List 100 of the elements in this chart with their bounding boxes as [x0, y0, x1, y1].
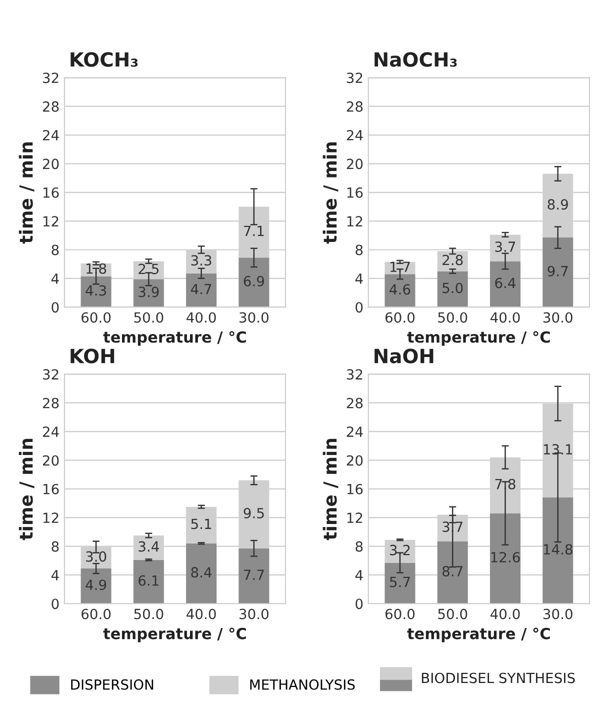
legend-label: DISPERSION — [71, 679, 154, 690]
bar — [80, 568, 112, 604]
data-label: 3.2 — [390, 544, 410, 556]
y-tick-label: 28 — [42, 398, 59, 408]
y-axis-title: time / min — [322, 142, 338, 244]
data-label: 1.8 — [86, 263, 106, 274]
data-label: 14.8 — [544, 544, 572, 555]
bar — [238, 258, 270, 308]
x-tick-label: 60.0 — [82, 312, 111, 323]
data-label: 9.5 — [244, 508, 264, 518]
data-label: 8.7 — [442, 566, 462, 576]
bar — [490, 513, 520, 604]
y-tick-label: 28 — [346, 101, 363, 112]
x-tick-label: 50.0 — [134, 312, 164, 323]
data-label: 8.9 — [548, 199, 568, 210]
x-tick-label: 40.0 — [186, 608, 216, 620]
y-axis-title: time / min — [18, 438, 34, 540]
data-label: 2.8 — [442, 254, 463, 266]
data-label: 6.1 — [138, 575, 158, 586]
data-label: 3.3 — [191, 255, 212, 266]
y-tick-label: 28 — [346, 398, 363, 408]
x-axis-title: temperature / °C — [103, 628, 246, 642]
data-label: 2.5 — [138, 264, 159, 274]
y-tick-label: 32 — [346, 369, 362, 380]
x-axis-title: temperature / °C — [407, 628, 550, 642]
y-tick-label: 24 — [346, 426, 363, 437]
bar — [186, 273, 217, 308]
y-tick-label: 4 — [355, 570, 363, 580]
x-tick-label: 50.0 — [438, 312, 468, 323]
bar — [542, 498, 574, 604]
y-tick-label: 28 — [42, 101, 59, 112]
bar — [238, 548, 270, 604]
chart-title: NaOH — [374, 348, 434, 364]
data-label: 3.4 — [138, 541, 159, 552]
data-label: 4.6 — [390, 284, 410, 295]
bar — [80, 276, 112, 308]
y-tick-label: 32 — [42, 72, 58, 84]
y-tick-label: 8 — [356, 541, 363, 552]
y-tick-label: 32 — [42, 369, 58, 380]
y-tick-label: 20 — [42, 158, 59, 170]
bar — [437, 271, 468, 308]
y-tick-label: 12 — [347, 512, 362, 523]
data-label: 7.7 — [244, 570, 264, 580]
chart-title: NaOCH₃ — [374, 52, 457, 67]
data-label: 3.7 — [495, 241, 516, 252]
x-tick-label: 40.0 — [490, 312, 520, 323]
y-tick-label: 4 — [51, 274, 59, 284]
y-tick-label: 12 — [43, 216, 58, 226]
y-axis-title: time / min — [322, 438, 338, 540]
x-tick-label: 60.0 — [385, 312, 415, 323]
x-axis-title: temperature / °C — [103, 331, 246, 346]
y-tick-label: 20 — [346, 158, 363, 170]
y-tick-label: 12 — [347, 216, 362, 226]
data-label: 5.1 — [191, 518, 212, 530]
data-label: 8.4 — [191, 567, 212, 578]
y-tick-label: 12 — [43, 512, 58, 523]
y-tick-label: 16 — [43, 187, 59, 198]
y-tick-label: 8 — [356, 244, 363, 256]
bar — [133, 560, 164, 604]
data-label: 1.7 — [390, 262, 410, 272]
bar — [186, 543, 217, 604]
data-label: 5.0 — [442, 282, 463, 294]
x-tick-label: 30.0 — [240, 608, 268, 620]
data-label: 5.7 — [390, 576, 410, 588]
y-tick-label: 4 — [51, 570, 59, 580]
y-tick-label: 0 — [52, 598, 59, 610]
x-axis-title: temperature / °C — [407, 331, 550, 346]
bar — [384, 274, 416, 308]
data-label: 3.0 — [86, 551, 106, 562]
x-tick-label: 30.0 — [543, 312, 572, 323]
x-tick-label: 60.0 — [82, 608, 111, 620]
data-label: 4.7 — [190, 284, 212, 294]
x-tick-label: 40.0 — [490, 608, 520, 620]
y-axis-title: time / min — [18, 142, 34, 244]
y-tick-label: 16 — [347, 187, 363, 198]
y-tick-label: 24 — [42, 426, 59, 437]
y-tick-label: 8 — [52, 541, 59, 552]
y-tick-label: 0 — [356, 598, 363, 610]
y-tick-label: 16 — [347, 484, 363, 494]
x-tick-label: 50.0 — [438, 608, 468, 620]
legend-label: METHANOLYSIS — [250, 679, 355, 690]
x-tick-label: 30.0 — [543, 608, 572, 620]
data-label: 4.9 — [86, 580, 106, 590]
y-tick-label: 20 — [346, 455, 363, 466]
y-tick-label: 32 — [346, 72, 362, 84]
y-tick-label: 8 — [52, 244, 59, 256]
chart-title: KOH — [70, 348, 114, 364]
bar — [542, 238, 574, 308]
chart-title: KOCH₃ — [70, 52, 138, 67]
y-tick-label: 0 — [356, 302, 363, 313]
bar — [133, 279, 164, 308]
data-label: 3.9 — [138, 286, 159, 298]
data-label: 6.4 — [495, 278, 516, 288]
y-tick-label: 24 — [346, 130, 363, 140]
data-label: 4.3 — [86, 285, 106, 296]
x-tick-label: 30.0 — [240, 312, 268, 323]
data-label: 7.1 — [244, 226, 264, 236]
data-label: 13.1 — [544, 444, 572, 455]
data-label: 6.9 — [244, 276, 264, 286]
x-tick-label: 40.0 — [186, 312, 216, 323]
